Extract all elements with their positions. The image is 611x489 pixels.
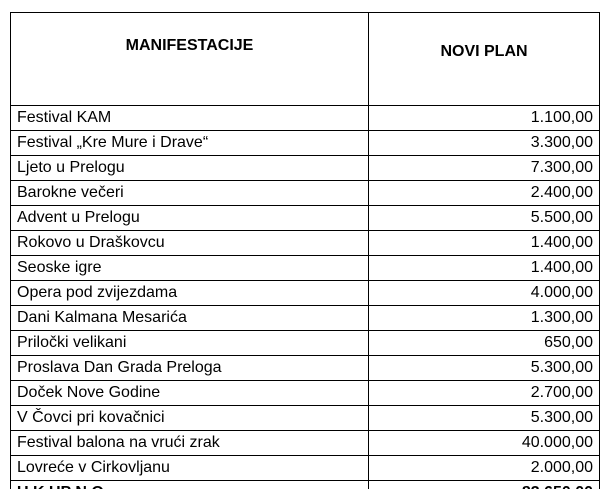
data-row: Doček Nove Godine 2.700,00: [10, 380, 600, 406]
data-row: Priločki velikani 650,00: [10, 330, 600, 356]
event-name: Seoske igre: [10, 255, 369, 281]
event-name: Dani Kalmana Mesarića: [10, 305, 369, 331]
event-name: Festival KAM: [10, 105, 369, 131]
total-row: U K UP N O83.650,00: [10, 480, 600, 489]
event-name: U K UP N O: [10, 480, 369, 489]
amount: 7.300,00: [368, 155, 600, 181]
event-name: Festival „Kre Mure i Drave“: [10, 130, 369, 156]
amount: 1.400,00: [368, 230, 600, 256]
header-cell: MANIFESTACIJE: [10, 12, 369, 106]
event-name: Proslava Dan Grada Preloga: [10, 355, 369, 381]
event-name: Lovreće v Cirkovljanu: [10, 455, 369, 481]
data-row: Lovreće v Cirkovljanu 2.000,00: [10, 455, 600, 481]
amount: 1.300,00: [368, 305, 600, 331]
event-name: Rokovo u Draškovcu: [10, 230, 369, 256]
amount: 1.400,00: [368, 255, 600, 281]
data-row: Festival balona na vrući zrak 40.000,00: [10, 430, 600, 456]
event-name: Opera pod zvijezdama: [10, 280, 369, 306]
data-row: Festival KAM 1.100,00: [10, 105, 600, 131]
data-row: Opera pod zvijezdama 4.000,00: [10, 280, 600, 306]
event-name: V Čovci pri kovačnici: [10, 405, 369, 431]
event-name: Priločki velikani: [10, 330, 369, 356]
amount: 40.000,00: [368, 430, 600, 456]
amount: 650,00: [368, 330, 600, 356]
data-row: Ljeto u Prelogu 7.300,00: [10, 155, 600, 181]
amount: 5.300,00: [368, 355, 600, 381]
amount: 2.000,00: [368, 455, 600, 481]
data-row: V Čovci pri kovačnici 5.300,00: [10, 405, 600, 431]
amount: 5.300,00: [368, 405, 600, 431]
amount: 1.100,00: [368, 105, 600, 131]
amount: 4.000,00: [368, 280, 600, 306]
data-row: Dani Kalmana Mesarića 1.300,00: [10, 305, 600, 331]
amount: 2.400,00: [368, 180, 600, 206]
event-name: Ljeto u Prelogu: [10, 155, 369, 181]
table-body: Festival KAM 1.100,00 Festival „Kre Mure i…: [10, 105, 600, 489]
event-name: Advent u Prelogu: [10, 205, 369, 231]
data-row: Seoske igre 1.400,00: [10, 255, 600, 281]
amount: 83.650,00: [368, 480, 600, 489]
event-name: Festival balona na vrući zrak: [10, 430, 369, 456]
data-row: Barokne večeri 2.400,00: [10, 180, 600, 206]
amount: 3.300,00: [368, 130, 600, 156]
data-row: Festival „Kre Mure i Drave“ 3.300,00: [10, 130, 600, 156]
data-row: Proslava Dan Grada Preloga 5.300,00: [10, 355, 600, 381]
event-name: Barokne večeri: [10, 180, 369, 206]
amount: 5.500,00: [368, 205, 600, 231]
event-name: Doček Nove Godine: [10, 380, 369, 406]
header-cell: NOVI PLAN: [368, 12, 600, 106]
data-row: Advent u Prelogu 5.500,00: [10, 205, 600, 231]
header-row: MANIFESTACIJE NOVI PLAN: [10, 12, 600, 106]
amount: 2.700,00: [368, 380, 600, 406]
budget-table: MANIFESTACIJE NOVI PLAN Festival KAM 1.10…: [10, 12, 600, 489]
data-row: Rokovo u Draškovcu 1.400,00: [10, 230, 600, 256]
